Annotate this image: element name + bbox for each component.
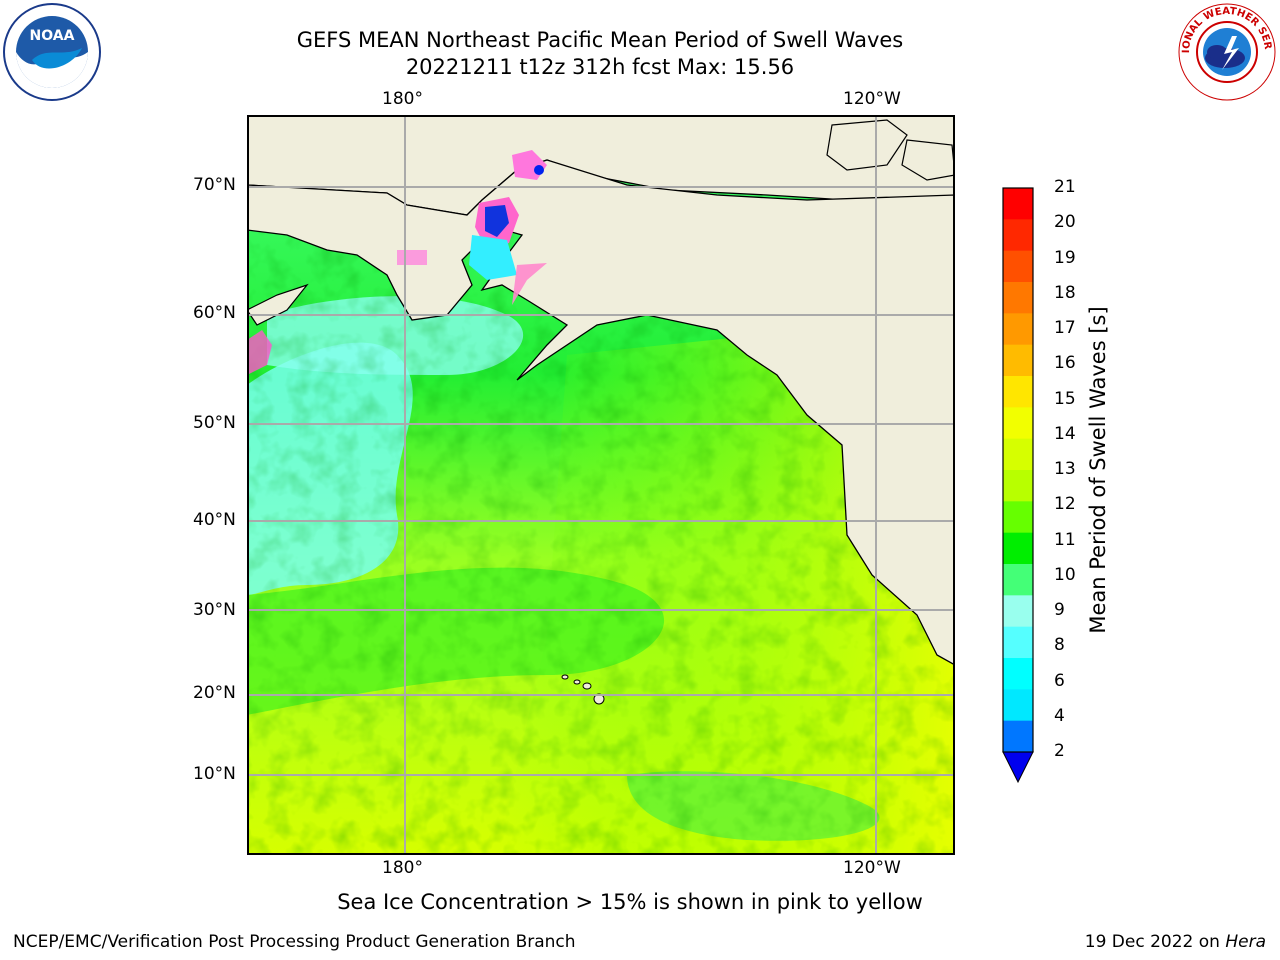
bottom-lon-label-180: 180° xyxy=(382,858,423,878)
colorbar-tick-label: 13 xyxy=(1054,459,1076,479)
colorbar-box xyxy=(1003,658,1033,690)
colorbar-under-triangle xyxy=(1002,751,1034,784)
sea-ice-bering-core xyxy=(485,205,509,237)
sea-ice-bering-cyan xyxy=(469,235,517,280)
nws-logo: NATIONAL WEATHER SERVICE xyxy=(1177,2,1276,101)
colorbar-box xyxy=(1003,313,1033,346)
lat-label-20n: 20°N xyxy=(193,683,236,703)
colorbar-tick-label: 9 xyxy=(1054,600,1065,620)
lat-label-70n: 70°N xyxy=(193,175,236,195)
colorbar-box xyxy=(1003,188,1033,220)
chart-subtitle: 20221211 t12z 312h fcst Max: 15.56 xyxy=(405,55,795,79)
footer-date: 19 Dec 2022 on Hera xyxy=(1085,932,1266,952)
sea-ice-caption: Sea Ice Concentration > 15% is shown in … xyxy=(337,890,923,914)
footer-date-text: 19 Dec 2022 on xyxy=(1084,932,1226,952)
footer-host: Hera xyxy=(1225,932,1266,952)
colorbar-box xyxy=(1003,720,1033,753)
colorbar-box xyxy=(1003,376,1033,408)
colorbar-tick-label: 17 xyxy=(1054,318,1076,338)
footer-credit: NCEP/EMC/Verification Post Processing Pr… xyxy=(13,932,576,952)
colorbar-tick-label: 21 xyxy=(1054,177,1076,197)
colorbar-tick-label: 18 xyxy=(1054,282,1076,303)
colorbar-tick-label: 4 xyxy=(1054,705,1065,726)
colorbar-box xyxy=(1003,595,1033,628)
colorbar-tick-label: 8 xyxy=(1054,635,1065,656)
colorbar-box xyxy=(1003,564,1033,596)
colorbar-tick-label: 11 xyxy=(1054,529,1076,550)
lat-label-50n: 50°N xyxy=(193,413,236,433)
sea-ice-coast xyxy=(512,263,547,305)
colorbar-tick-label: 2 xyxy=(1054,741,1065,761)
colorbar-frame xyxy=(1002,187,1034,753)
colorbar-tick-label: 15 xyxy=(1054,388,1076,409)
hawaiian-islands xyxy=(561,674,605,705)
colorbar xyxy=(1002,187,1034,784)
lat-label-10n: 10°N xyxy=(193,764,236,784)
colorbar-box xyxy=(1003,501,1033,534)
colorbar-box xyxy=(1003,532,1033,565)
bottom-lon-label-120w: 120°W xyxy=(843,858,901,878)
colorbar-tick-label: 12 xyxy=(1054,494,1076,515)
colorbar-box xyxy=(1003,282,1033,314)
colorbar-tick-label: 6 xyxy=(1054,670,1065,691)
swell-period-map xyxy=(247,115,955,855)
map-frame xyxy=(247,115,955,855)
sea-ice-west xyxy=(247,330,272,375)
lat-label-40n: 40°N xyxy=(193,510,236,530)
colorbar-box xyxy=(1003,344,1033,377)
colorbar-box xyxy=(1003,626,1033,659)
colorbar-label: Mean Period of Swell Waves [s] xyxy=(1086,306,1110,634)
lat-label-30n: 30°N xyxy=(193,600,236,620)
land-arctic-island-2 xyxy=(901,139,955,181)
top-lon-label-120w: 120°W xyxy=(843,89,901,109)
land-north-america xyxy=(247,159,955,666)
colorbar-tick-label: 19 xyxy=(1054,247,1076,268)
colorbar-tick-label: 10 xyxy=(1054,564,1076,585)
colorbar-tick-label: 16 xyxy=(1054,353,1076,374)
colorbar-box xyxy=(1003,407,1033,440)
colorbar-box xyxy=(1003,438,1033,471)
colorbar-box xyxy=(1003,250,1033,283)
sea-ice-north-core xyxy=(534,165,544,175)
noaa-logo-text: NOAA xyxy=(30,28,75,44)
noaa-logo: NOAA xyxy=(3,3,101,101)
colorbar-box xyxy=(1003,219,1033,252)
graticule xyxy=(247,115,955,855)
colorbar-box xyxy=(1003,689,1033,722)
colorbar-boxes xyxy=(1003,188,1033,753)
top-lon-label-180: 180° xyxy=(382,89,423,109)
colorbar-box xyxy=(1003,470,1033,502)
land-arctic-island xyxy=(826,119,908,171)
colorbar-tick-label: 14 xyxy=(1054,423,1076,444)
colorbar-tick-label: 20 xyxy=(1054,212,1076,233)
lat-label-60n: 60°N xyxy=(193,303,236,323)
sea-ice-strip xyxy=(397,250,427,265)
chart-title: GEFS MEAN Northeast Pacific Mean Period … xyxy=(296,28,904,52)
